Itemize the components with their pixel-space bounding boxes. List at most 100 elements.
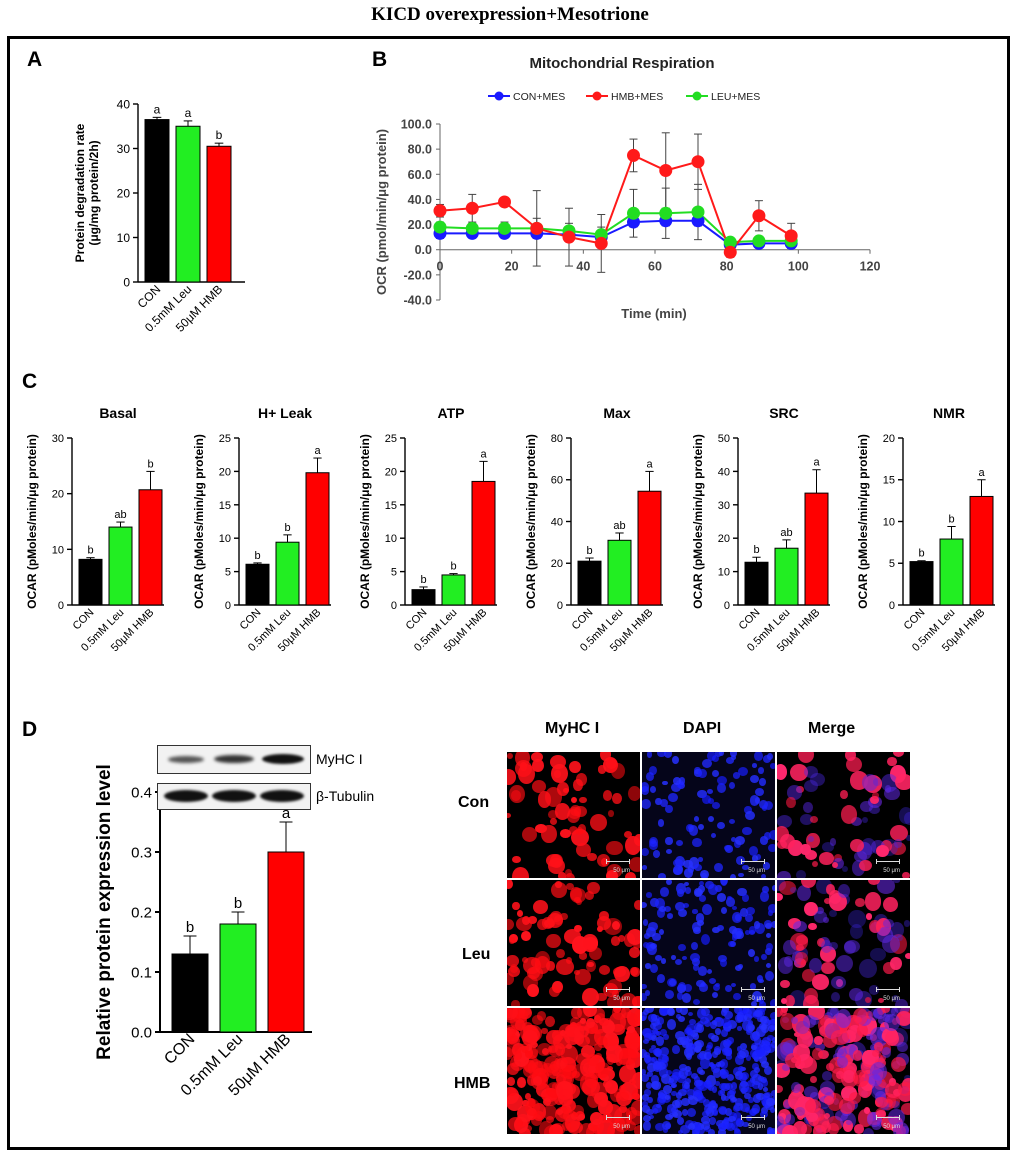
cell-blob	[645, 990, 651, 996]
cell-blob	[714, 1046, 722, 1054]
cell-blob	[531, 780, 547, 794]
panel-c-6-category-0: CON	[902, 607, 928, 633]
cell-blob	[715, 1017, 722, 1023]
cell-blob	[598, 965, 610, 976]
panel-c-3-ytick-label-0: 0	[391, 600, 397, 612]
cell-blob	[761, 804, 768, 811]
cell-blob	[568, 760, 581, 774]
panel-c-6-ytick-label-1: 5	[889, 558, 895, 570]
cell-blob	[508, 1117, 524, 1132]
cell-blob	[863, 1107, 870, 1114]
cell-blob	[582, 937, 599, 950]
cell-blob	[706, 752, 717, 761]
cell-blob	[678, 908, 687, 917]
cell-blob	[687, 1122, 696, 1130]
cell-blob	[527, 983, 540, 998]
cell-blob	[764, 922, 773, 930]
cell-blob	[769, 1106, 775, 1113]
panel-c-1-bar-0	[78, 558, 103, 606]
cell-blob	[555, 1043, 566, 1056]
panel-c-6-chart: NMR 0 5 10 15 20 OCAR (pMoles/min/μg protein) b…	[856, 405, 995, 654]
cell-blob	[816, 907, 824, 914]
panel-c-5-ytick-label-4: 40	[718, 466, 730, 478]
cell-blob	[695, 1080, 704, 1086]
page-title: KICD overexpression+Mesotrione	[371, 4, 649, 25]
cell-blob	[744, 1092, 751, 1100]
cell-blob	[585, 890, 595, 900]
cell-blob	[717, 1129, 726, 1134]
panel-c-1-ytick-label-3: 30	[52, 433, 64, 445]
cell-blob	[742, 894, 750, 903]
panel-c-5-letter-1: ab	[780, 527, 792, 539]
cell-blob	[516, 910, 524, 917]
panel-a-bar-0	[144, 119, 170, 283]
cell-blob	[624, 872, 636, 878]
cell-blob	[594, 1042, 603, 1052]
cell-blob	[672, 867, 683, 876]
cell-blob	[724, 1095, 730, 1101]
cell-blob	[850, 924, 864, 940]
cell-blob	[570, 1008, 582, 1020]
cell-blob	[845, 1044, 859, 1056]
cell-blob	[844, 939, 861, 953]
cell-blob	[664, 752, 673, 758]
cell-blob	[521, 916, 530, 926]
cell-blob	[796, 885, 811, 901]
cell-blob	[832, 861, 839, 869]
cell-blob	[708, 816, 715, 823]
micro-image-hmb-red: 50 μm	[507, 1008, 640, 1134]
cell-blob	[900, 1103, 910, 1115]
cell-blob	[668, 792, 678, 803]
panel-c-1-ylabel: OCAR (pMoles/min/μg protein)	[25, 434, 39, 609]
cell-blob	[768, 843, 775, 853]
panel-c-4-ytick-label-1: 20	[551, 558, 563, 570]
cell-blob	[554, 803, 571, 821]
cell-blob	[642, 1105, 651, 1113]
cell-blob	[585, 1018, 595, 1028]
cell-blob	[557, 1088, 574, 1107]
panel-c-4-chart: Max 0 20 40 60 80 OCAR (pMoles/min/μg protein)…	[524, 405, 663, 654]
cell-blob	[742, 827, 752, 835]
scale-bar-label: 50 μm	[613, 868, 630, 874]
cell-blob	[642, 1038, 649, 1044]
cell-blob	[725, 984, 733, 993]
cell-blob	[734, 1098, 744, 1106]
cell-blob	[545, 1115, 555, 1123]
cell-blob	[609, 1116, 625, 1129]
cell-blob	[795, 951, 809, 965]
cell-blob	[770, 1011, 775, 1020]
cell-blob	[575, 898, 583, 906]
panel-b-ytick-label-2: 0.0	[415, 243, 432, 257]
cell-blob	[650, 1018, 660, 1027]
panel-c-3-title: ATP	[438, 405, 465, 421]
cell-blob	[725, 1083, 733, 1090]
panel-c-1-ytick-label-0: 0	[58, 600, 64, 612]
panel-b-point-1-11	[784, 229, 798, 243]
cell-blob	[771, 1041, 775, 1048]
cell-blob	[697, 857, 704, 862]
cell-blob	[630, 1100, 640, 1116]
cell-blob	[665, 1069, 672, 1076]
cell-blob	[744, 1086, 752, 1093]
cell-blob	[762, 885, 769, 894]
cell-blob	[780, 997, 788, 1004]
cell-blob	[777, 956, 793, 974]
cell-blob	[673, 858, 684, 867]
cell-blob	[579, 797, 587, 804]
cell-blob	[854, 850, 868, 863]
cell-blob	[714, 1081, 721, 1086]
panel-d-ytick-label-1: 0.1	[131, 964, 152, 981]
cell-blob	[654, 1123, 665, 1132]
cell-blob	[648, 1114, 654, 1120]
cell-blob	[767, 910, 773, 917]
cell-blob	[664, 1113, 673, 1120]
cell-blob	[690, 1073, 698, 1080]
panel-d-chart: 0.0 0.1 0.2 0.3 0.4 Relative protein expressi…	[94, 764, 312, 1100]
cell-blob	[655, 797, 662, 806]
cell-blob	[603, 790, 613, 801]
cell-blob	[728, 781, 735, 789]
panel-b-ytick-label-6: 80.0	[408, 143, 432, 157]
cell-blob	[645, 891, 653, 898]
cell-blob	[897, 935, 904, 941]
cell-blob	[765, 947, 772, 955]
